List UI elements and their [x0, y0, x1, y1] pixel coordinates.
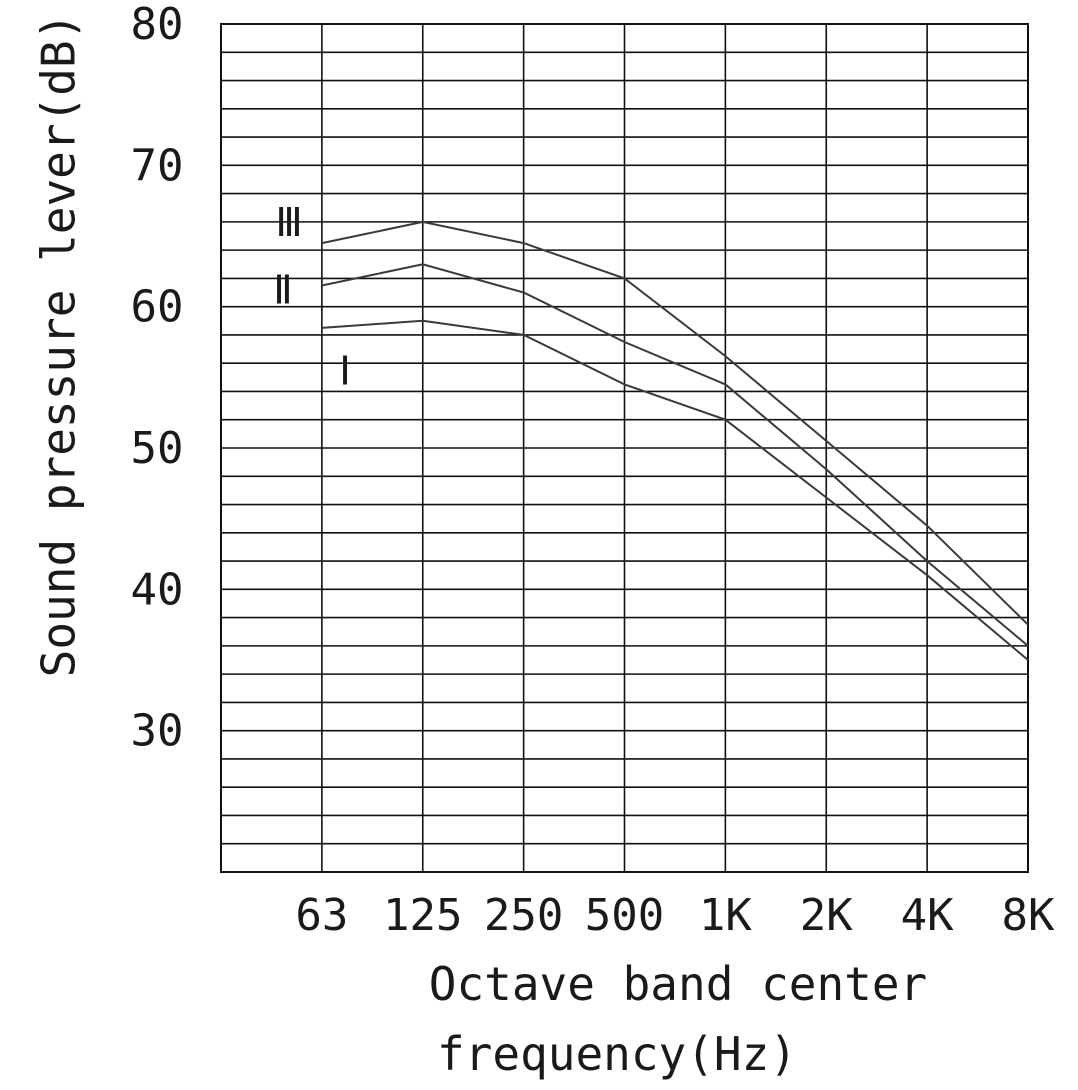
x-tick-label: 125 — [383, 890, 462, 941]
y-tick-label: 40 — [131, 564, 184, 615]
x-tick-label: 250 — [484, 890, 563, 941]
x-tick-label: 2K — [800, 890, 853, 941]
x-axis-title-line-2: frequency(Hz) — [437, 1027, 797, 1081]
y-tick-labels: 80 70 60 50 40 30 — [131, 0, 184, 757]
series-line — [321, 220, 1029, 626]
y-tick-label: 80 — [131, 0, 184, 50]
x-tick-label: 4K — [901, 890, 954, 941]
x-tick-label: 8K — [1002, 890, 1055, 941]
x-tick-labels: 63 125 250 500 1K 2K 4K 8K — [295, 890, 1055, 941]
series-label: Ⅰ — [339, 348, 351, 394]
y-tick-label: 60 — [131, 282, 184, 333]
y-axis-title: Sound pressure lever(dB) — [32, 13, 86, 678]
series-line — [321, 319, 1029, 661]
series-label: Ⅲ — [275, 200, 303, 246]
grid — [220, 23, 1029, 873]
y-tick-label: 70 — [131, 140, 184, 191]
series-label: Ⅱ — [273, 268, 293, 314]
x-axis-title-line-1: Octave band center — [429, 957, 928, 1011]
series-labels: Ⅲ ⅡⅠ — [273, 200, 351, 394]
y-tick-label: 50 — [131, 423, 184, 474]
x-tick-label: 500 — [585, 890, 664, 941]
series-lines — [321, 220, 1029, 661]
series-line — [321, 263, 1029, 647]
x-tick-label: 63 — [295, 890, 348, 941]
y-tick-label: 30 — [131, 706, 184, 757]
x-tick-label: 1K — [699, 890, 752, 941]
